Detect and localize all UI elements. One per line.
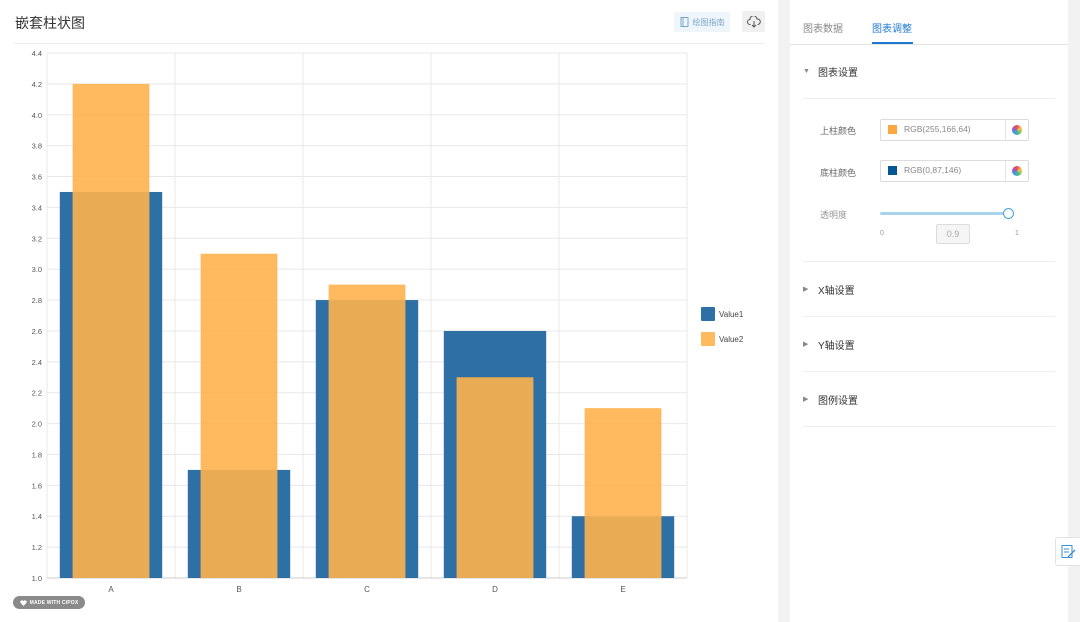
chart-panel: 嵌套柱状图 绘图指南 1.0 1.2 1.4 1.6 1.8 2.0 2.2 2.4 2.6 2.… bbox=[0, 0, 778, 622]
watermark-badge: MADE WITH CIPOX bbox=[13, 596, 85, 609]
y-tick-label: 4.2 bbox=[32, 80, 42, 89]
bottom-color-field[interactable]: RGB(0,87,146) bbox=[880, 160, 1029, 182]
top-color-swatch bbox=[888, 125, 897, 134]
bar-value2 bbox=[72, 83, 150, 578]
x-tick-label: D bbox=[492, 585, 498, 594]
top-color-label: 上柱颜色 bbox=[820, 126, 857, 136]
legend-swatch bbox=[701, 307, 715, 321]
opacity-min: 0 bbox=[880, 230, 884, 237]
x-tick-label: B bbox=[236, 585, 241, 594]
x-tick-label: A bbox=[108, 585, 114, 594]
y-tick-label: 2.4 bbox=[32, 358, 42, 367]
settings-panel: 图表数据 图表调整 ▼ 图表设置 上柱颜色 RGB(255,166,64) 底柱… bbox=[790, 0, 1068, 622]
section-divider bbox=[803, 371, 1055, 372]
section-label: 图例设置 bbox=[818, 395, 858, 407]
title-divider bbox=[14, 43, 764, 44]
drawing-guide-label: 绘图指南 bbox=[692, 17, 725, 27]
section-divider bbox=[803, 98, 1055, 99]
y-tick-label: 4.0 bbox=[32, 111, 42, 120]
y-tick-label: 3.4 bbox=[32, 203, 42, 212]
page-title: 嵌套柱状图 bbox=[15, 15, 85, 31]
y-tick-label: 3.0 bbox=[32, 265, 42, 274]
nested-bar-chart: 1.0 1.2 1.4 1.6 1.8 2.0 2.2 2.4 2.6 2.8 3.0 3.2 3.4 3… bbox=[32, 49, 744, 594]
tab-chart-data[interactable]: 图表数据 bbox=[803, 24, 843, 35]
legend-swatch bbox=[701, 332, 715, 346]
section-x-axis[interactable]: ▶ X轴设置 bbox=[803, 282, 1055, 297]
bottom-color-swatch bbox=[888, 166, 897, 175]
color-wheel-icon bbox=[1012, 125, 1022, 135]
y-tick-label: 1.4 bbox=[32, 512, 42, 521]
y-tick-label: 2.0 bbox=[32, 420, 42, 429]
x-tick-label: E bbox=[620, 585, 625, 594]
y-tick-label: 1.2 bbox=[32, 543, 42, 552]
y-tick-label: 1.0 bbox=[32, 574, 42, 583]
y-tick-label: 1.6 bbox=[32, 481, 42, 490]
y-tick-label: 3.8 bbox=[32, 142, 42, 151]
bottom-color-value: RGB(0,87,146) bbox=[904, 165, 962, 175]
top-color-field[interactable]: RGB(255,166,64) bbox=[880, 119, 1029, 141]
y-tick-label: 2.6 bbox=[32, 327, 42, 336]
section-chart-settings[interactable]: ▼ 图表设置 bbox=[803, 64, 1055, 79]
y-tick-label: 1.8 bbox=[32, 450, 42, 459]
settings-tabs: 图表数据 图表调整 bbox=[790, 0, 1068, 45]
caret-right-icon: ▶ bbox=[803, 286, 809, 293]
bar-value2 bbox=[328, 284, 406, 578]
cloud-download-icon bbox=[746, 15, 761, 28]
section-label: 图表设置 bbox=[818, 67, 858, 79]
bottom-color-picker-button[interactable] bbox=[1005, 161, 1028, 181]
top-color-value: RGB(255,166,64) bbox=[904, 124, 971, 134]
top-color-picker-button[interactable] bbox=[1005, 120, 1028, 140]
download-button[interactable] bbox=[742, 11, 765, 32]
section-divider bbox=[803, 261, 1055, 262]
bottom-color-label: 底柱颜色 bbox=[820, 168, 857, 178]
y-tick-label: 2.2 bbox=[32, 389, 42, 398]
active-tab-indicator bbox=[872, 42, 913, 44]
legend-label: Value1 bbox=[719, 310, 744, 319]
edit-note-icon bbox=[1061, 545, 1076, 558]
color-wheel-icon bbox=[1012, 166, 1022, 176]
y-tick-label: 2.8 bbox=[32, 296, 42, 305]
section-legend[interactable]: ▶ 图例设置 bbox=[803, 392, 1055, 407]
opacity-slider-handle[interactable] bbox=[1003, 208, 1014, 219]
bar-value2 bbox=[456, 377, 534, 578]
opacity-max: 1 bbox=[1015, 230, 1019, 237]
caret-down-icon: ▼ bbox=[803, 67, 810, 75]
x-tick-label: C bbox=[364, 585, 370, 594]
section-label: X轴设置 bbox=[818, 285, 855, 297]
section-divider bbox=[803, 316, 1055, 317]
y-tick-label: 3.2 bbox=[32, 234, 42, 243]
tab-chart-adjust[interactable]: 图表调整 bbox=[872, 24, 912, 35]
caret-right-icon: ▶ bbox=[803, 396, 809, 403]
section-divider bbox=[803, 426, 1055, 427]
opacity-slider-track[interactable] bbox=[880, 212, 1008, 215]
feedback-button[interactable] bbox=[1055, 537, 1080, 566]
drawing-guide-button[interactable]: 绘图指南 bbox=[674, 12, 730, 32]
section-label: Y轴设置 bbox=[818, 340, 855, 352]
bar-value2 bbox=[200, 253, 278, 578]
opacity-label: 透明度 bbox=[820, 210, 848, 220]
book-icon bbox=[680, 17, 688, 27]
y-tick-label: 3.6 bbox=[32, 173, 42, 182]
y-tick-label: 4.4 bbox=[32, 49, 42, 58]
bar-value2 bbox=[584, 408, 662, 578]
opacity-value-input[interactable]: 0.9 bbox=[936, 224, 970, 244]
caret-right-icon: ▶ bbox=[803, 341, 809, 348]
legend-label: Value2 bbox=[719, 335, 744, 344]
watermark-text: MADE WITH CIPOX bbox=[29, 599, 79, 606]
heart-logo-icon bbox=[19, 599, 27, 606]
section-y-axis[interactable]: ▶ Y轴设置 bbox=[803, 337, 1055, 352]
